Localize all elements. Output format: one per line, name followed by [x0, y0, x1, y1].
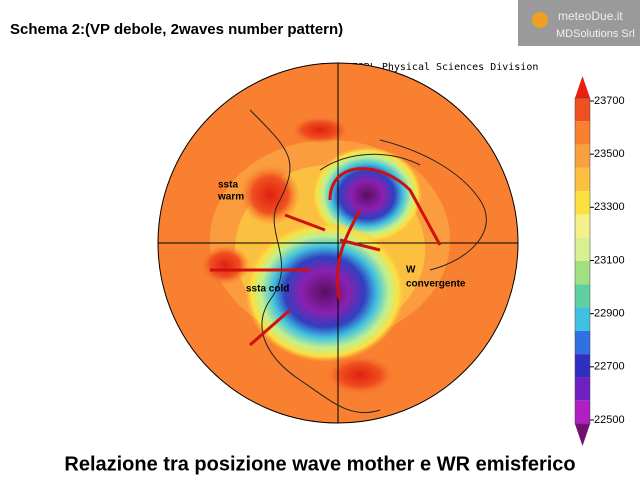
annotation: convergente [406, 279, 466, 290]
colorbar: 22500 22700 22900 23100 23300 23500 23700 [574, 76, 625, 446]
map [158, 63, 518, 423]
colorbar-tick-label: 23700 [594, 95, 625, 107]
colorbar-tick-label: 22700 [594, 361, 625, 373]
colorbar-top [575, 76, 590, 98]
colorbar-tick-label: 23100 [594, 254, 625, 266]
colorbar-segment [575, 400, 590, 424]
colorbar-tick-label: 22900 [594, 308, 625, 320]
colorbar-segment [575, 167, 590, 192]
map-credit: NOAA/ESRL Physical Sciences Division [322, 62, 539, 73]
colorbar-segment [575, 191, 590, 215]
colorbar-segment [575, 354, 590, 378]
colorbar-tick-label: 22500 [594, 414, 625, 426]
colorbar-bottom [575, 424, 590, 446]
arrows [210, 167, 442, 347]
logo-name: meteoDue.it [558, 9, 623, 23]
colorbar-segment [575, 330, 590, 355]
colorbar-segment [575, 121, 590, 145]
colorbar-segment [575, 377, 590, 401]
caption: Relazione tra posizione wave mother e WR… [64, 453, 575, 475]
colorbar-segment [575, 307, 590, 331]
annotation: W [406, 265, 416, 276]
colorbar-segment [575, 214, 590, 238]
colorbar-tick-label: 23300 [594, 201, 625, 213]
annotation: warm [217, 192, 244, 203]
colorbar-segment [575, 144, 590, 168]
map-border [157, 62, 519, 424]
annotation: ssta cold [246, 284, 289, 295]
logo-company: MDSolutions Srl [556, 28, 635, 40]
colorbar-segment [575, 284, 590, 308]
logo-icon [532, 12, 548, 28]
title: Schema 2:(VP debole, 2waves number patte… [10, 21, 343, 38]
colorbar-segment [575, 98, 590, 122]
colorbar-segment [575, 237, 590, 261]
annotation: ssta [218, 180, 238, 191]
colorbar-tick-label: 23500 [594, 148, 625, 160]
colorbar-segment [575, 261, 590, 285]
